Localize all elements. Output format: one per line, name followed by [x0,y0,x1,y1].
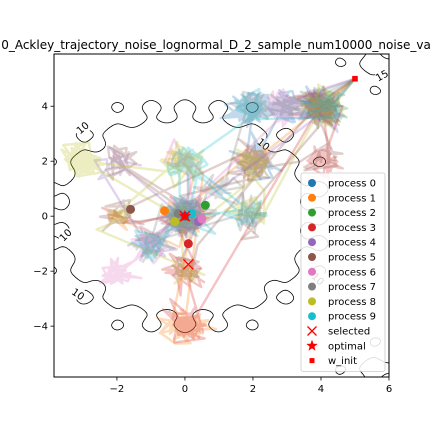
x-tick-label: −2 [110,384,125,395]
contour-label-bg [256,137,271,150]
x-tick-label: 2 [250,384,256,395]
legend-w_init-label: w_init [328,356,357,367]
trajectories [60,77,356,345]
trajectory-process-8 [60,77,356,285]
plot-frame [53,53,390,378]
endpoint-process-1 [160,206,170,216]
legend-optimal-swatch [306,339,318,351]
legend-w_init-swatch [309,358,315,364]
y-tick-label: −4 [33,322,48,333]
x-tick-label: 4 [318,384,324,395]
markers [126,75,358,270]
contour-label-bg [58,228,73,241]
legend-process-7-label: process 7 [328,282,376,293]
legend-process-3-label: process 3 [328,223,376,234]
legend-process-3-swatch [308,223,316,232]
endpoint-process-5 [126,204,136,214]
legend: process 0 process 1 process 2 process 3 proc… [300,172,386,372]
legend-process-8-label: process 8 [328,297,376,308]
y-tick-label: −2 [33,267,48,278]
legend-process-8-swatch [308,297,316,306]
x-tick-label: 0 [182,384,188,395]
legend-process-0-swatch [308,179,316,187]
legend-process-5-swatch [308,253,316,261]
legend-process-9-label: process 9 [328,312,376,323]
x-tick-label: 6 [386,384,392,395]
legend-process-4-label: process 4 [328,238,376,249]
legend-optimal-label: optimal [328,341,366,352]
selected-marker [182,258,194,270]
legend-process-4-swatch [308,238,316,247]
legend-process-1-swatch [308,193,316,202]
y-tick-label: 0 [42,212,48,223]
legend-box [300,172,386,372]
legend-process-1-label: process 1 [328,193,376,204]
legend-process-9-swatch [308,312,316,321]
y-tick-label: 2 [42,157,48,168]
endpoint-process-2 [200,200,210,210]
w-init-marker [352,75,358,82]
trajectory-process-1 [110,77,356,345]
contour-label: 15 [374,68,391,84]
legend-process-5-label: process 5 [328,253,376,264]
axes: −2 0 2 4 6 −4 −2 0 2 4 [33,102,392,395]
trajectory-process-6 [99,77,356,285]
trajectory-process-3 [101,77,356,344]
endpoint-process-6 [197,214,207,224]
legend-process-7-swatch [308,282,316,291]
legend-process-6-swatch [308,267,316,276]
contour-label-bg [375,68,389,81]
legend-selected-swatch [307,326,317,336]
legend-process-6-label: process 6 [328,267,376,278]
contour-label-bg [75,121,90,134]
y-tick-label: 4 [42,102,48,113]
legend-process-0-label: process 0 [328,179,376,190]
legend-process-2-label: process 2 [328,208,376,219]
chart-title: 0_Ackley_trajectory_noise_lognormal_D_2_… [1,38,431,52]
endpoint-process-8 [170,217,180,227]
trajectory-process-0 [219,77,356,183]
contour-label-bg [70,287,85,300]
trajectory-process-5 [98,77,356,283]
optimal-marker [178,209,192,222]
endpoint-process-3 [183,239,193,249]
legend-process-2-swatch [308,208,316,217]
trajectory-process-2 [287,77,356,131]
legend-selected-label: selected [328,327,370,338]
